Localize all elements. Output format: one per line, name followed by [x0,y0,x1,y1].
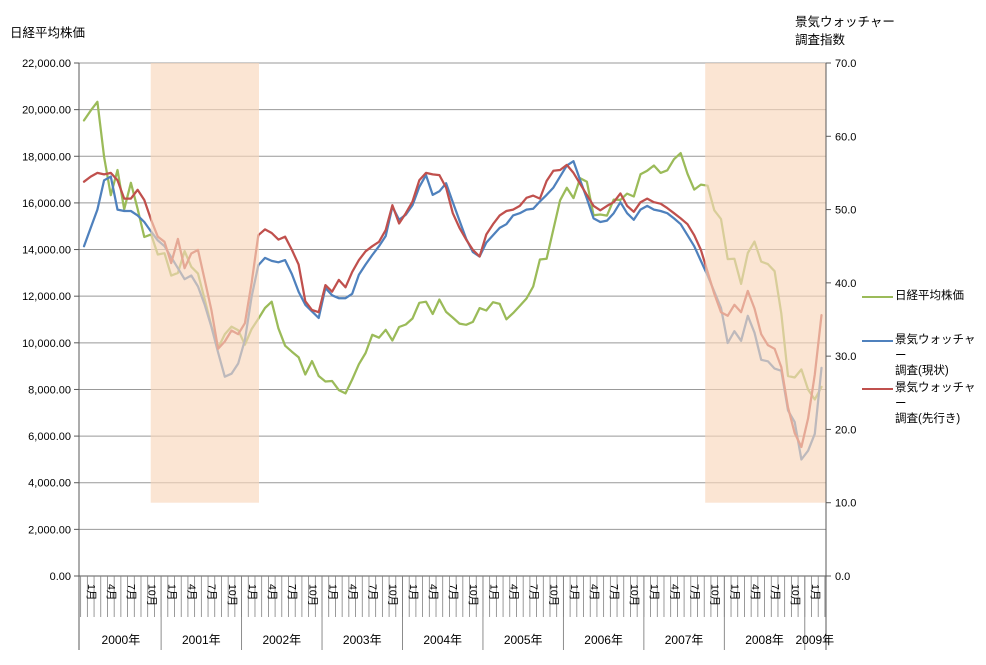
right-axis-title-line2: 調査指数 [795,33,846,47]
year-tick-label: 2002年 [262,633,301,647]
month-tick-label: 10月 [628,584,640,606]
left-axis-tick-label: 12,000.00 [22,291,71,303]
legend-item-nikkei: 日経平均株価 [862,289,964,305]
right-axis-tick-label: 60.0 [835,131,856,143]
legend-label-genjo: 景気ウォッチャー 調査(現状) [895,334,976,377]
month-tick-label: 4月 [105,584,117,600]
month-tick-label: 7月 [689,584,701,600]
month-tick-label: 4月 [347,584,359,600]
month-tick-label: 4月 [668,584,680,600]
right-axis-tick-label: 10.0 [835,498,856,510]
left-axis-tick-label: 16,000.00 [22,198,71,210]
year-tick-label: 2008年 [745,633,784,647]
month-tick-label: 4月 [749,584,761,600]
nikkei-line-swatch [862,296,893,298]
month-tick-label: 7月 [608,584,620,600]
right-axis-title: 景気ウォッチャー 調査指数 [795,13,895,49]
month-tick-label: 7月 [367,584,379,600]
right-axis-tick-label: 70.0 [835,58,856,70]
month-tick-label: 1月 [166,584,178,600]
month-tick-label: 10月 [306,584,318,606]
year-tick-label: 2004年 [423,633,462,647]
legend-item-sakiyuki: 景気ウォッチャー 調査(先行き) [862,381,986,428]
right-axis-title-line1: 景気ウォッチャー [795,15,895,29]
month-tick-label: 10月 [387,584,399,606]
month-tick-label: 1月 [487,584,499,600]
month-tick-label: 10月 [226,584,238,606]
left-axis-tick-label: 0.00 [50,571,71,583]
year-tick-label: 2009年 [795,633,834,647]
left-axis-tick-label: 22,000.00 [22,58,71,70]
month-tick-label: 7月 [125,584,137,600]
month-tick-label: 1月 [648,584,660,600]
month-tick-label: 1月 [246,584,258,600]
month-tick-label: 4月 [427,584,439,600]
month-tick-label: 4月 [186,584,198,600]
month-tick-label: 10月 [145,584,157,606]
year-tick-label: 2003年 [343,633,382,647]
month-labels: 1月 4月 7月 10月 1月 4月 7月 10月 1月 4月 7月 10月 1月 4月 7月 10月 1月 4月… [85,584,821,606]
axes [74,62,831,650]
left-axis-title: 日経平均株価 [10,26,86,40]
legend-label-nikkei: 日経平均株価 [895,290,964,302]
month-tick-label: 4月 [588,584,600,600]
left-axis-tick-label: 10,000.00 [22,338,71,350]
month-tick-label: 10月 [467,584,479,606]
month-tick-label: 10月 [789,584,801,606]
month-tick-label: 1月 [809,584,821,600]
left-axis-tick-label: 18,000.00 [22,151,71,163]
year-tick-label: 2006年 [584,633,623,647]
month-tick-label: 4月 [266,584,278,600]
watcher-outlook-line-swatch [862,388,893,390]
month-tick-label: 1月 [568,584,580,600]
x-axis-ticks [80,576,826,650]
year-tick-label: 2005年 [504,633,543,647]
legend-label-sakiyuki: 景気ウォッチャー 調査(先行き) [895,382,976,425]
year-tick-label: 2001年 [182,633,221,647]
left-axis-tick-label: 8,000.00 [28,384,71,396]
recession-band-1 [150,63,260,503]
month-tick-label: 1月 [729,584,741,600]
right-axis-tick-label: 20.0 [835,424,856,436]
month-tick-label: 7月 [206,584,218,600]
legend-item-genjo: 景気ウォッチャー 調査(現状) [862,333,986,380]
left-axis-tick-label: 20,000.00 [22,105,71,117]
month-tick-label: 7月 [447,584,459,600]
month-tick-label: 7月 [286,584,298,600]
month-tick-label: 1月 [85,584,97,600]
year-tick-label: 2000年 [102,633,141,647]
month-tick-label: 1月 [407,584,419,600]
month-tick-label: 4月 [507,584,519,600]
left-axis-tick-label: 2,000.00 [28,524,71,536]
axis-labels: 0.00 2,000.00 4,000.00 6,000.00 8,000.00 10,0… [22,58,856,583]
month-tick-label: 10月 [548,584,560,606]
month-tick-label: 7月 [528,584,540,600]
right-axis-tick-label: 0.0 [835,571,850,583]
month-tick-label: 1月 [326,584,338,600]
year-tick-label: 2007年 [665,633,704,647]
right-axis-tick-label: 50.0 [835,205,856,217]
left-axis-tick-label: 14,000.00 [22,245,71,257]
month-tick-label: 10月 [709,584,721,606]
watcher-current-line-swatch [862,340,893,342]
right-axis-tick-label: 30.0 [835,351,856,363]
year-labels: 2000年 2001年 2002年 2003年 2004年 2005年 2006年 2007年… [102,633,835,647]
recession-band-2 [705,63,826,503]
right-axis-tick-label: 40.0 [835,278,856,290]
month-tick-label: 7月 [769,584,781,600]
left-axis-tick-label: 4,000.00 [28,478,71,490]
left-axis-tick-label: 6,000.00 [28,431,71,443]
